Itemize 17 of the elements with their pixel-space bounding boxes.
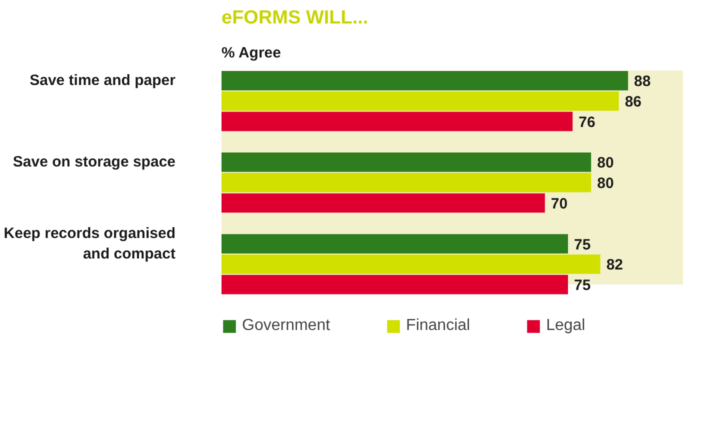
data-label: 75 [574,277,591,294]
data-label: 80 [597,154,614,172]
chart-subtitle: % Agree [222,44,281,62]
data-label: 76 [578,114,596,131]
legend-label: Financial [406,317,470,335]
legend-label: Legal [546,317,586,335]
data-label: 86 [624,94,642,111]
legend-label: Government [242,317,330,335]
data-label: 82 [606,256,624,274]
data-label: 75 [574,236,591,254]
chart-title: eFORMS WILL... [222,8,368,28]
data-label: 70 [550,196,568,212]
y-tick-label: Save time and paper [30,72,176,90]
y-tick-label: Keep records organised and compact [4,225,176,262]
y-tick-label: Save on storage space [12,154,176,171]
data-label: 80 [597,175,614,192]
data-label: 88 [634,73,651,90]
